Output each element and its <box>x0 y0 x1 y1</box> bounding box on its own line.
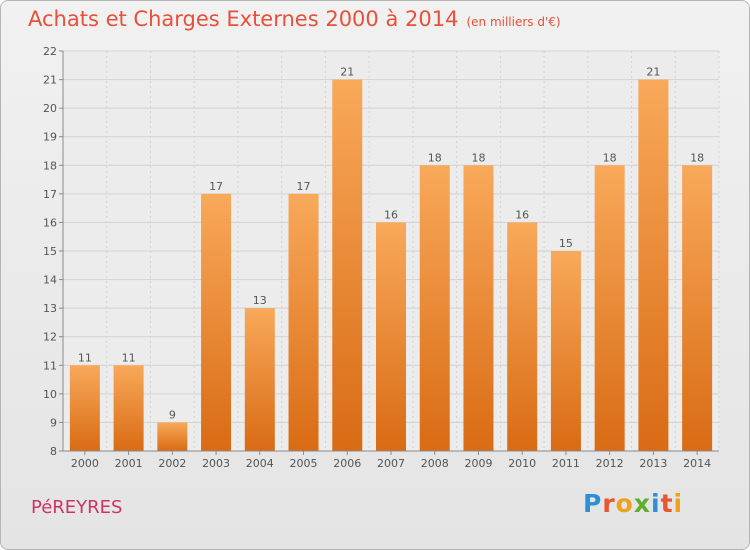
data-label-2013: 21 <box>646 66 660 79</box>
bar-2001 <box>113 365 144 451</box>
data-label-2014: 18 <box>690 151 704 164</box>
y-tick-label: 21 <box>43 74 57 87</box>
bar-2005 <box>288 193 319 451</box>
logo-letter: t <box>660 489 674 518</box>
y-tick-label: 19 <box>43 131 57 144</box>
x-tick-label-2010: 2010 <box>508 457 536 470</box>
data-label-2004: 13 <box>253 294 267 307</box>
bar-2014 <box>682 165 713 452</box>
x-tick-label-2011: 2011 <box>552 457 580 470</box>
axes: 8 9 10 11 12 13 14 15 16 17 18 19 20 21 22 2000 2001 2002… <box>43 45 719 470</box>
x-tick-label-2007: 2007 <box>377 457 405 470</box>
logo-letter: i <box>651 489 661 518</box>
bar-2002 <box>157 422 188 451</box>
y-tick-label: 16 <box>43 216 57 229</box>
data-label-2005: 17 <box>297 180 311 193</box>
bars: 11 11 9 17 13 17 21 16 18 18 16 15 18 21 18 <box>69 66 713 452</box>
bar-2010 <box>507 222 538 451</box>
bar-2004 <box>244 308 275 451</box>
y-tick-label: 14 <box>43 274 57 287</box>
bar-2008 <box>419 165 450 452</box>
data-label-2011: 15 <box>559 237 573 250</box>
y-tick-label: 10 <box>43 388 57 401</box>
data-label-2001: 11 <box>122 351 136 364</box>
chart-title: Achats et Charges Externes 2000 à 2014 (e… <box>28 7 561 31</box>
x-tick-label-2004: 2004 <box>246 457 274 470</box>
logo-letter: P <box>583 489 603 518</box>
proxiti-logo: Proxiti <box>583 489 683 518</box>
data-label-2006: 21 <box>340 66 354 79</box>
data-label-2012: 18 <box>603 151 617 164</box>
bar-2012 <box>594 165 625 452</box>
bar-2009 <box>463 165 494 452</box>
logo-letter: i <box>673 489 684 518</box>
y-tick-label: 17 <box>43 188 57 201</box>
logo-letter: r <box>602 489 616 518</box>
y-tick-label: 11 <box>43 359 57 372</box>
data-label-2007: 16 <box>384 208 398 221</box>
data-label-2008: 18 <box>428 151 442 164</box>
x-tick-label-2012: 2012 <box>596 457 624 470</box>
data-label-2010: 16 <box>515 208 529 221</box>
x-tick-label-2008: 2008 <box>421 457 449 470</box>
x-tick-label-2005: 2005 <box>290 457 318 470</box>
x-tick-label-2014: 2014 <box>683 457 711 470</box>
x-tick-label-2013: 2013 <box>639 457 667 470</box>
chart-unit: (en milliers d'€) <box>466 15 561 29</box>
commune-name: PéREYRES <box>31 497 123 518</box>
bar-2007 <box>376 222 406 451</box>
data-label-2009: 18 <box>471 151 485 164</box>
y-tick-label: 12 <box>43 331 57 344</box>
x-tick-label-2006: 2006 <box>333 457 361 470</box>
y-tick-label: 22 <box>43 45 57 58</box>
bar-2013 <box>638 79 669 452</box>
bar-2011 <box>550 251 581 451</box>
x-tick-label-2001: 2001 <box>115 457 143 470</box>
data-label-2002: 9 <box>169 408 176 421</box>
y-tick-label: 13 <box>43 302 57 315</box>
y-tick-label: 9 <box>50 416 57 429</box>
data-label-2000: 11 <box>78 351 92 364</box>
x-tick-label-2009: 2009 <box>464 457 492 470</box>
bar-2000 <box>69 365 100 451</box>
x-tick-label-2000: 2000 <box>71 457 99 470</box>
chart-title-text: Achats et Charges Externes 2000 à 2014 <box>28 7 459 31</box>
logo-letter: x <box>633 489 651 518</box>
bar-2003 <box>201 193 232 451</box>
x-tick-label-2002: 2002 <box>158 457 186 470</box>
logo-letter: o <box>615 489 634 518</box>
y-tick-label: 15 <box>43 245 57 258</box>
data-label-2003: 17 <box>209 180 223 193</box>
y-tick-label: 20 <box>43 102 57 115</box>
y-tick-label: 18 <box>43 159 57 172</box>
x-tick-label-2003: 2003 <box>202 457 230 470</box>
y-tick-label: 8 <box>50 445 57 458</box>
bar-2006 <box>332 79 363 452</box>
